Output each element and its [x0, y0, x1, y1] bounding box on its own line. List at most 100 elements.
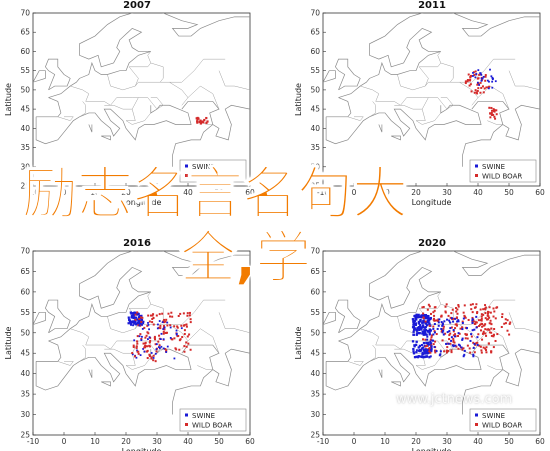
swine-case [415, 318, 418, 321]
swine-case [436, 327, 439, 330]
y-tick-label: 65 [20, 267, 30, 276]
swine-case [481, 77, 484, 80]
legend-swatch-wild-boar [185, 423, 188, 426]
wild-boar-case [454, 327, 457, 330]
swine-case [443, 320, 446, 323]
coastline [286, 28, 311, 36]
coastline [36, 340, 62, 362]
wild-boar-case [504, 322, 507, 325]
wild-boar-case [466, 344, 469, 347]
y-tick-label: 45 [310, 105, 320, 114]
legend-label: WILD BOAR [192, 173, 232, 181]
swine-case [417, 355, 420, 358]
wild-boar-case [500, 325, 503, 328]
border-line [440, 97, 454, 110]
swine-case [421, 321, 424, 324]
x-tick-label: 30 [152, 188, 162, 197]
swine-case [161, 321, 164, 324]
wild-boar-case [482, 324, 485, 327]
wild-boar-case [146, 331, 149, 334]
wild-boar-case [443, 350, 446, 353]
wild-boar-case [171, 315, 174, 318]
wild-boar-case [154, 360, 157, 363]
wild-boar-case [477, 319, 480, 322]
swine-case [134, 316, 138, 319]
wild-boar-case [478, 73, 481, 76]
legend-label: SWINE [482, 163, 505, 171]
wild-boar-case [422, 305, 425, 308]
wild-boar-case [428, 350, 431, 353]
swine-case [165, 351, 168, 353]
coastline [391, 135, 401, 141]
wild-boar-case [137, 350, 140, 353]
wild-boar-case [149, 339, 152, 342]
swine-case [472, 353, 475, 356]
swine-case [457, 320, 460, 323]
wild-boar-case [169, 324, 172, 327]
wild-boar-case [146, 324, 149, 327]
legend-label: SWINE [192, 163, 215, 171]
wild-boar-case [201, 120, 204, 123]
wild-boar-case [154, 343, 157, 346]
swine-case [432, 333, 435, 336]
wild-boar-case [488, 85, 491, 88]
swine-case [433, 331, 436, 334]
wild-boar-case [473, 73, 476, 76]
swine-case [450, 339, 453, 342]
wild-boar-case [469, 351, 472, 354]
swine-case [425, 333, 428, 336]
legend-swatch-wild-boar [185, 174, 188, 177]
wild-boar-case [139, 333, 142, 336]
coastline [0, 28, 21, 36]
swine-case [490, 75, 493, 78]
wild-boar-case [472, 320, 475, 323]
swine-case [473, 342, 476, 345]
border-line [415, 353, 441, 370]
wild-boar-case [153, 335, 156, 338]
wild-boar-case [458, 332, 461, 335]
wild-boar-case [148, 355, 151, 358]
wild-boar-case [490, 111, 493, 114]
wild-boar-case [450, 312, 453, 315]
coastline [48, 251, 250, 342]
wild-boar-case [433, 314, 436, 317]
swine-case [422, 313, 425, 317]
wild-boar-case [183, 350, 186, 353]
wild-boar-case [134, 313, 137, 316]
wild-boar-case [475, 91, 478, 94]
wild-boar-case [442, 327, 445, 330]
wild-boar-case [468, 347, 471, 350]
wild-boar-case [157, 326, 160, 329]
coastline [323, 70, 336, 83]
wild-boar-case [185, 341, 188, 344]
y-tick-label: 40 [310, 124, 320, 133]
swine-case [129, 321, 132, 324]
wild-boar-case [167, 312, 170, 315]
wild-boar-case [453, 341, 456, 344]
swine-case [417, 331, 420, 335]
swine-case [461, 321, 464, 324]
wild-boar-case [152, 359, 155, 362]
wild-boar-case [467, 318, 470, 321]
swine-case [426, 338, 429, 341]
wild-boar-case [433, 330, 436, 333]
swine-case [180, 327, 183, 330]
y-tick-label: 70 [20, 247, 30, 256]
wild-boar-case [442, 325, 445, 328]
swine-case [424, 348, 427, 351]
swine-case [432, 339, 435, 342]
swine-case [471, 319, 474, 322]
swine-case [417, 313, 420, 317]
border-line [415, 109, 441, 125]
swine-case [420, 343, 423, 346]
wild-boar-case [189, 318, 192, 321]
swine-case [421, 352, 425, 355]
wild-boar-case [425, 344, 428, 347]
border-line [107, 51, 152, 91]
x-tick-label: 30 [442, 437, 452, 446]
swine-case [422, 319, 425, 323]
swine-case [139, 320, 142, 323]
swine-case [420, 347, 423, 350]
panel-title: 2016 [123, 238, 151, 249]
legend-swatch-swine [185, 413, 188, 417]
